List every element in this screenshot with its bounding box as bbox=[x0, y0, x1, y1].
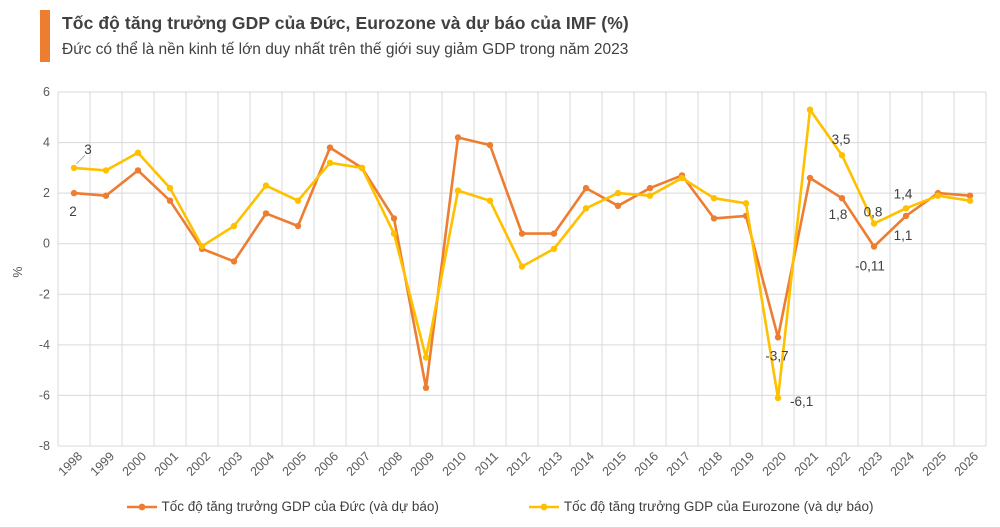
legend-label-germany: Tốc độ tăng trưởng GDP của Đức (và dự bá… bbox=[161, 499, 439, 514]
gdp-line-chart: -8 -6 -4 -2 0 2 4 6 1998 1999 2000 2001 2002 2003 2004… bbox=[11, 85, 987, 479]
svg-text:1998: 1998 bbox=[56, 449, 86, 479]
svg-text:0,8: 0,8 bbox=[864, 204, 883, 219]
svg-text:2012: 2012 bbox=[504, 449, 534, 479]
svg-text:0: 0 bbox=[43, 237, 50, 251]
legend-label-eurozone: Tốc độ tăng trưởng GDP của Eurozone (và … bbox=[563, 499, 874, 514]
svg-text:2004: 2004 bbox=[248, 449, 278, 479]
svg-text:1999: 1999 bbox=[88, 449, 118, 479]
svg-text:2025: 2025 bbox=[920, 449, 950, 479]
svg-text:2024: 2024 bbox=[888, 449, 918, 479]
svg-text:2011: 2011 bbox=[472, 449, 501, 478]
svg-text:2016: 2016 bbox=[632, 449, 662, 479]
svg-text:-8: -8 bbox=[39, 439, 50, 453]
svg-text:1,8: 1,8 bbox=[829, 207, 848, 222]
svg-text:2013: 2013 bbox=[536, 449, 566, 479]
svg-text:-2: -2 bbox=[39, 287, 50, 301]
svg-text:6: 6 bbox=[43, 85, 50, 99]
chart-title: Tốc độ tăng trưởng GDP của Đức, Eurozone… bbox=[62, 13, 629, 33]
svg-text:2: 2 bbox=[69, 204, 77, 219]
svg-text:2020: 2020 bbox=[760, 449, 790, 479]
svg-text:2008: 2008 bbox=[376, 449, 406, 479]
svg-text:2017: 2017 bbox=[664, 449, 694, 479]
svg-text:-0,11: -0,11 bbox=[855, 258, 885, 273]
svg-text:2000: 2000 bbox=[120, 449, 150, 479]
svg-text:2009: 2009 bbox=[408, 449, 438, 479]
svg-text:2022: 2022 bbox=[824, 449, 854, 479]
germany-line-marker-icon bbox=[126, 503, 157, 510]
svg-text:-4: -4 bbox=[39, 338, 50, 352]
svg-text:4: 4 bbox=[43, 136, 50, 150]
chart-legend: Tốc độ tăng trưởng GDP của Đức (và dự bá… bbox=[0, 499, 1000, 514]
svg-text:1,1: 1,1 bbox=[894, 228, 913, 243]
svg-text:2005: 2005 bbox=[280, 449, 310, 479]
svg-text:2: 2 bbox=[43, 186, 50, 200]
svg-text:3: 3 bbox=[84, 142, 92, 157]
svg-text:1,4: 1,4 bbox=[894, 186, 913, 201]
svg-text:2026: 2026 bbox=[952, 449, 982, 479]
svg-text:2010: 2010 bbox=[440, 449, 470, 479]
svg-text:2002: 2002 bbox=[184, 449, 214, 479]
svg-text:2015: 2015 bbox=[600, 449, 630, 479]
svg-text:-6,1: -6,1 bbox=[790, 394, 813, 409]
svg-text:3,5: 3,5 bbox=[832, 132, 851, 147]
svg-text:2021: 2021 bbox=[792, 449, 822, 479]
svg-text:%: % bbox=[11, 266, 25, 277]
svg-text:2006: 2006 bbox=[312, 449, 342, 479]
legend-item-eurozone: Tốc độ tăng trưởng GDP của Eurozone (và … bbox=[528, 499, 874, 514]
svg-text:-6: -6 bbox=[39, 388, 50, 402]
svg-text:2007: 2007 bbox=[344, 449, 374, 479]
svg-text:-3,7: -3,7 bbox=[765, 348, 788, 363]
svg-text:2001: 2001 bbox=[152, 449, 182, 479]
legend-item-germany: Tốc độ tăng trưởng GDP của Đức (và dự bá… bbox=[126, 499, 439, 514]
svg-text:2023: 2023 bbox=[856, 449, 886, 479]
svg-text:2019: 2019 bbox=[728, 449, 758, 479]
svg-text:2014: 2014 bbox=[568, 449, 598, 479]
svg-text:2018: 2018 bbox=[696, 449, 726, 479]
svg-text:2003: 2003 bbox=[216, 449, 246, 479]
title-accent-bar bbox=[40, 10, 50, 62]
eurozone-line-marker-icon bbox=[528, 503, 559, 510]
chart-subtitle: Đức có thể là nền kinh tế lớn duy nhất t… bbox=[62, 41, 629, 58]
